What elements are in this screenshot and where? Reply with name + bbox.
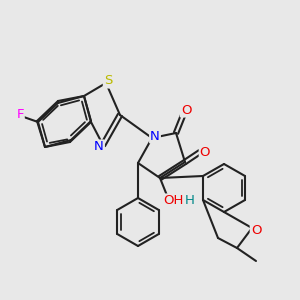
Text: OH: OH	[163, 194, 183, 208]
Text: S: S	[104, 74, 112, 88]
Text: F: F	[16, 107, 24, 121]
Text: N: N	[150, 130, 160, 142]
Text: H: H	[185, 194, 195, 206]
Text: N: N	[94, 140, 104, 154]
Text: O: O	[181, 103, 191, 116]
Text: O: O	[200, 146, 210, 158]
Text: O: O	[251, 224, 261, 238]
